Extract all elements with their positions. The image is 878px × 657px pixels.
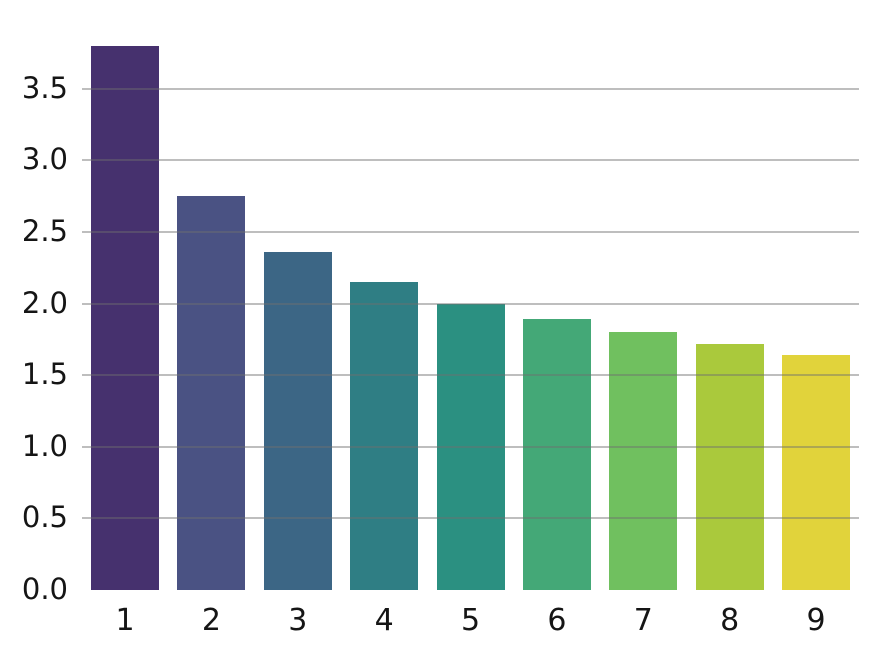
gridline-y-2.5 <box>82 231 859 233</box>
gridline-y-3.5 <box>82 87 859 90</box>
y-tick-label-1.5: 1.5 <box>21 357 68 392</box>
bar-6 <box>522 319 591 590</box>
x-tick-label-1: 1 <box>115 603 135 638</box>
gridline-y-2 <box>82 302 859 305</box>
y-tick-label-3.0: 3.0 <box>21 142 68 177</box>
x-tick-label-5: 5 <box>460 603 481 638</box>
y-tick-label-0.5: 0.5 <box>21 500 68 535</box>
y-tick-label-0.0: 0.0 <box>21 572 68 606</box>
x-tick-label-7: 7 <box>633 603 653 638</box>
x-tick-label-4: 4 <box>374 603 394 638</box>
y-tick-label-3.5: 3.5 <box>21 70 68 105</box>
y-tick-label-1.0: 1.0 <box>21 428 68 463</box>
x-tick-label-2: 2 <box>201 603 221 638</box>
x-tick-label-8: 8 <box>720 603 740 638</box>
plot-area <box>82 0 859 590</box>
gridline-y-0.5 <box>82 517 859 520</box>
bar-2 <box>177 196 246 590</box>
bar-4 <box>350 282 419 590</box>
gridline-y-1 <box>82 445 859 448</box>
x-tick-label-9: 9 <box>806 603 826 638</box>
y-tick-label-2.0: 2.0 <box>21 285 68 320</box>
bar-5 <box>436 304 505 590</box>
bar-7 <box>609 332 678 590</box>
gridline-y-3 <box>82 159 859 162</box>
bar-9 <box>782 355 850 590</box>
bar-8 <box>695 344 764 590</box>
bar-1 <box>91 46 159 590</box>
gridline-y-1.5 <box>82 374 859 377</box>
bar-3 <box>263 252 332 590</box>
x-tick-label-3: 3 <box>288 603 308 638</box>
x-tick-label-6: 6 <box>547 603 567 638</box>
y-tick-label-2.5: 2.5 <box>21 214 68 248</box>
